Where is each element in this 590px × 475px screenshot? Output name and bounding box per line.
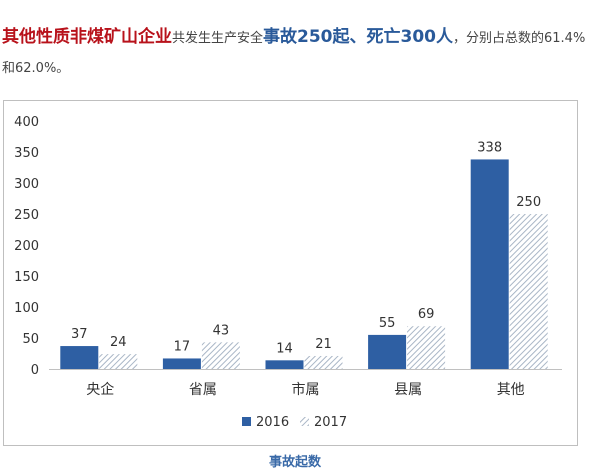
y-tick-label: 300: [14, 177, 39, 192]
legend-swatch-2017: [300, 417, 309, 426]
x-tick-label: 市属: [292, 381, 320, 398]
data-label-2016: 14: [276, 341, 293, 356]
data-label-2017: 69: [418, 307, 435, 322]
data-label-2016: 338: [477, 140, 502, 155]
bars: [60, 159, 548, 369]
bar-2017: [509, 214, 548, 369]
bar-2016: [265, 360, 304, 369]
intro-text: 其他性质非煤矿山企业共发生生产安全事故250起、死亡300人，分别占总数的61.…: [2, 22, 588, 84]
bar-2016: [60, 346, 99, 369]
y-tick-label: 150: [14, 270, 39, 285]
bar-2017: [304, 355, 343, 369]
x-tick-label: 央企: [86, 381, 114, 398]
bar-2017: [201, 342, 240, 369]
intro-highlight-blue: 事故250起、死亡300人: [263, 27, 453, 47]
data-label-2017: 250: [516, 195, 541, 210]
chart-frame: 0 50 100 150 200 250 300 350 400 37 24 17 43 14 21 55 6…: [3, 100, 578, 446]
y-tick-label: 100: [14, 301, 39, 316]
data-labels: 37 24 17 43 14 21 55 69 338 250: [71, 140, 541, 356]
legend-swatch-2016: [242, 417, 251, 426]
data-label-2016: 55: [379, 316, 396, 331]
bar-2016: [162, 358, 201, 369]
intro-plain-text: 共发生生产安全: [172, 31, 264, 46]
legend-label-2017: 2017: [314, 415, 347, 430]
bar-2016: [368, 334, 407, 369]
y-tick-label: 400: [14, 115, 39, 130]
y-tick-label: 350: [14, 146, 39, 161]
data-label-2016: 17: [174, 339, 191, 354]
y-tick-label: 250: [14, 208, 39, 223]
y-tick-label: 0: [31, 363, 39, 378]
intro-highlight-red: 其他性质非煤矿山企业: [2, 27, 172, 47]
x-tick-label: 县属: [394, 382, 422, 398]
y-axis: 0 50 100 150 200 250 300 350 400: [14, 115, 562, 378]
x-axis-labels: 央企 省属 市属 县属 其他: [86, 381, 524, 398]
intro-tail-text: ，分别占总数的61.4%和62.0%。: [2, 31, 586, 76]
data-label-2016: 37: [71, 327, 88, 342]
bar-2017: [99, 354, 138, 369]
x-tick-label: 省属: [189, 382, 217, 398]
data-label-2017: 21: [315, 337, 332, 352]
chart-caption: 事故起数: [268, 455, 321, 470]
legend: 2016 2017: [242, 415, 347, 430]
legend-label-2016: 2016: [256, 415, 289, 430]
bar-2017: [407, 326, 446, 369]
y-tick-label: 50: [22, 332, 39, 347]
y-tick-label: 200: [14, 239, 39, 254]
bar-2016: [470, 159, 509, 369]
data-label-2017: 43: [213, 323, 230, 338]
bar-chart: 0 50 100 150 200 250 300 350 400 37 24 17 43 14 21 55 6…: [14, 115, 562, 430]
x-tick-label: 其他: [497, 382, 525, 398]
data-label-2017: 24: [110, 335, 127, 350]
